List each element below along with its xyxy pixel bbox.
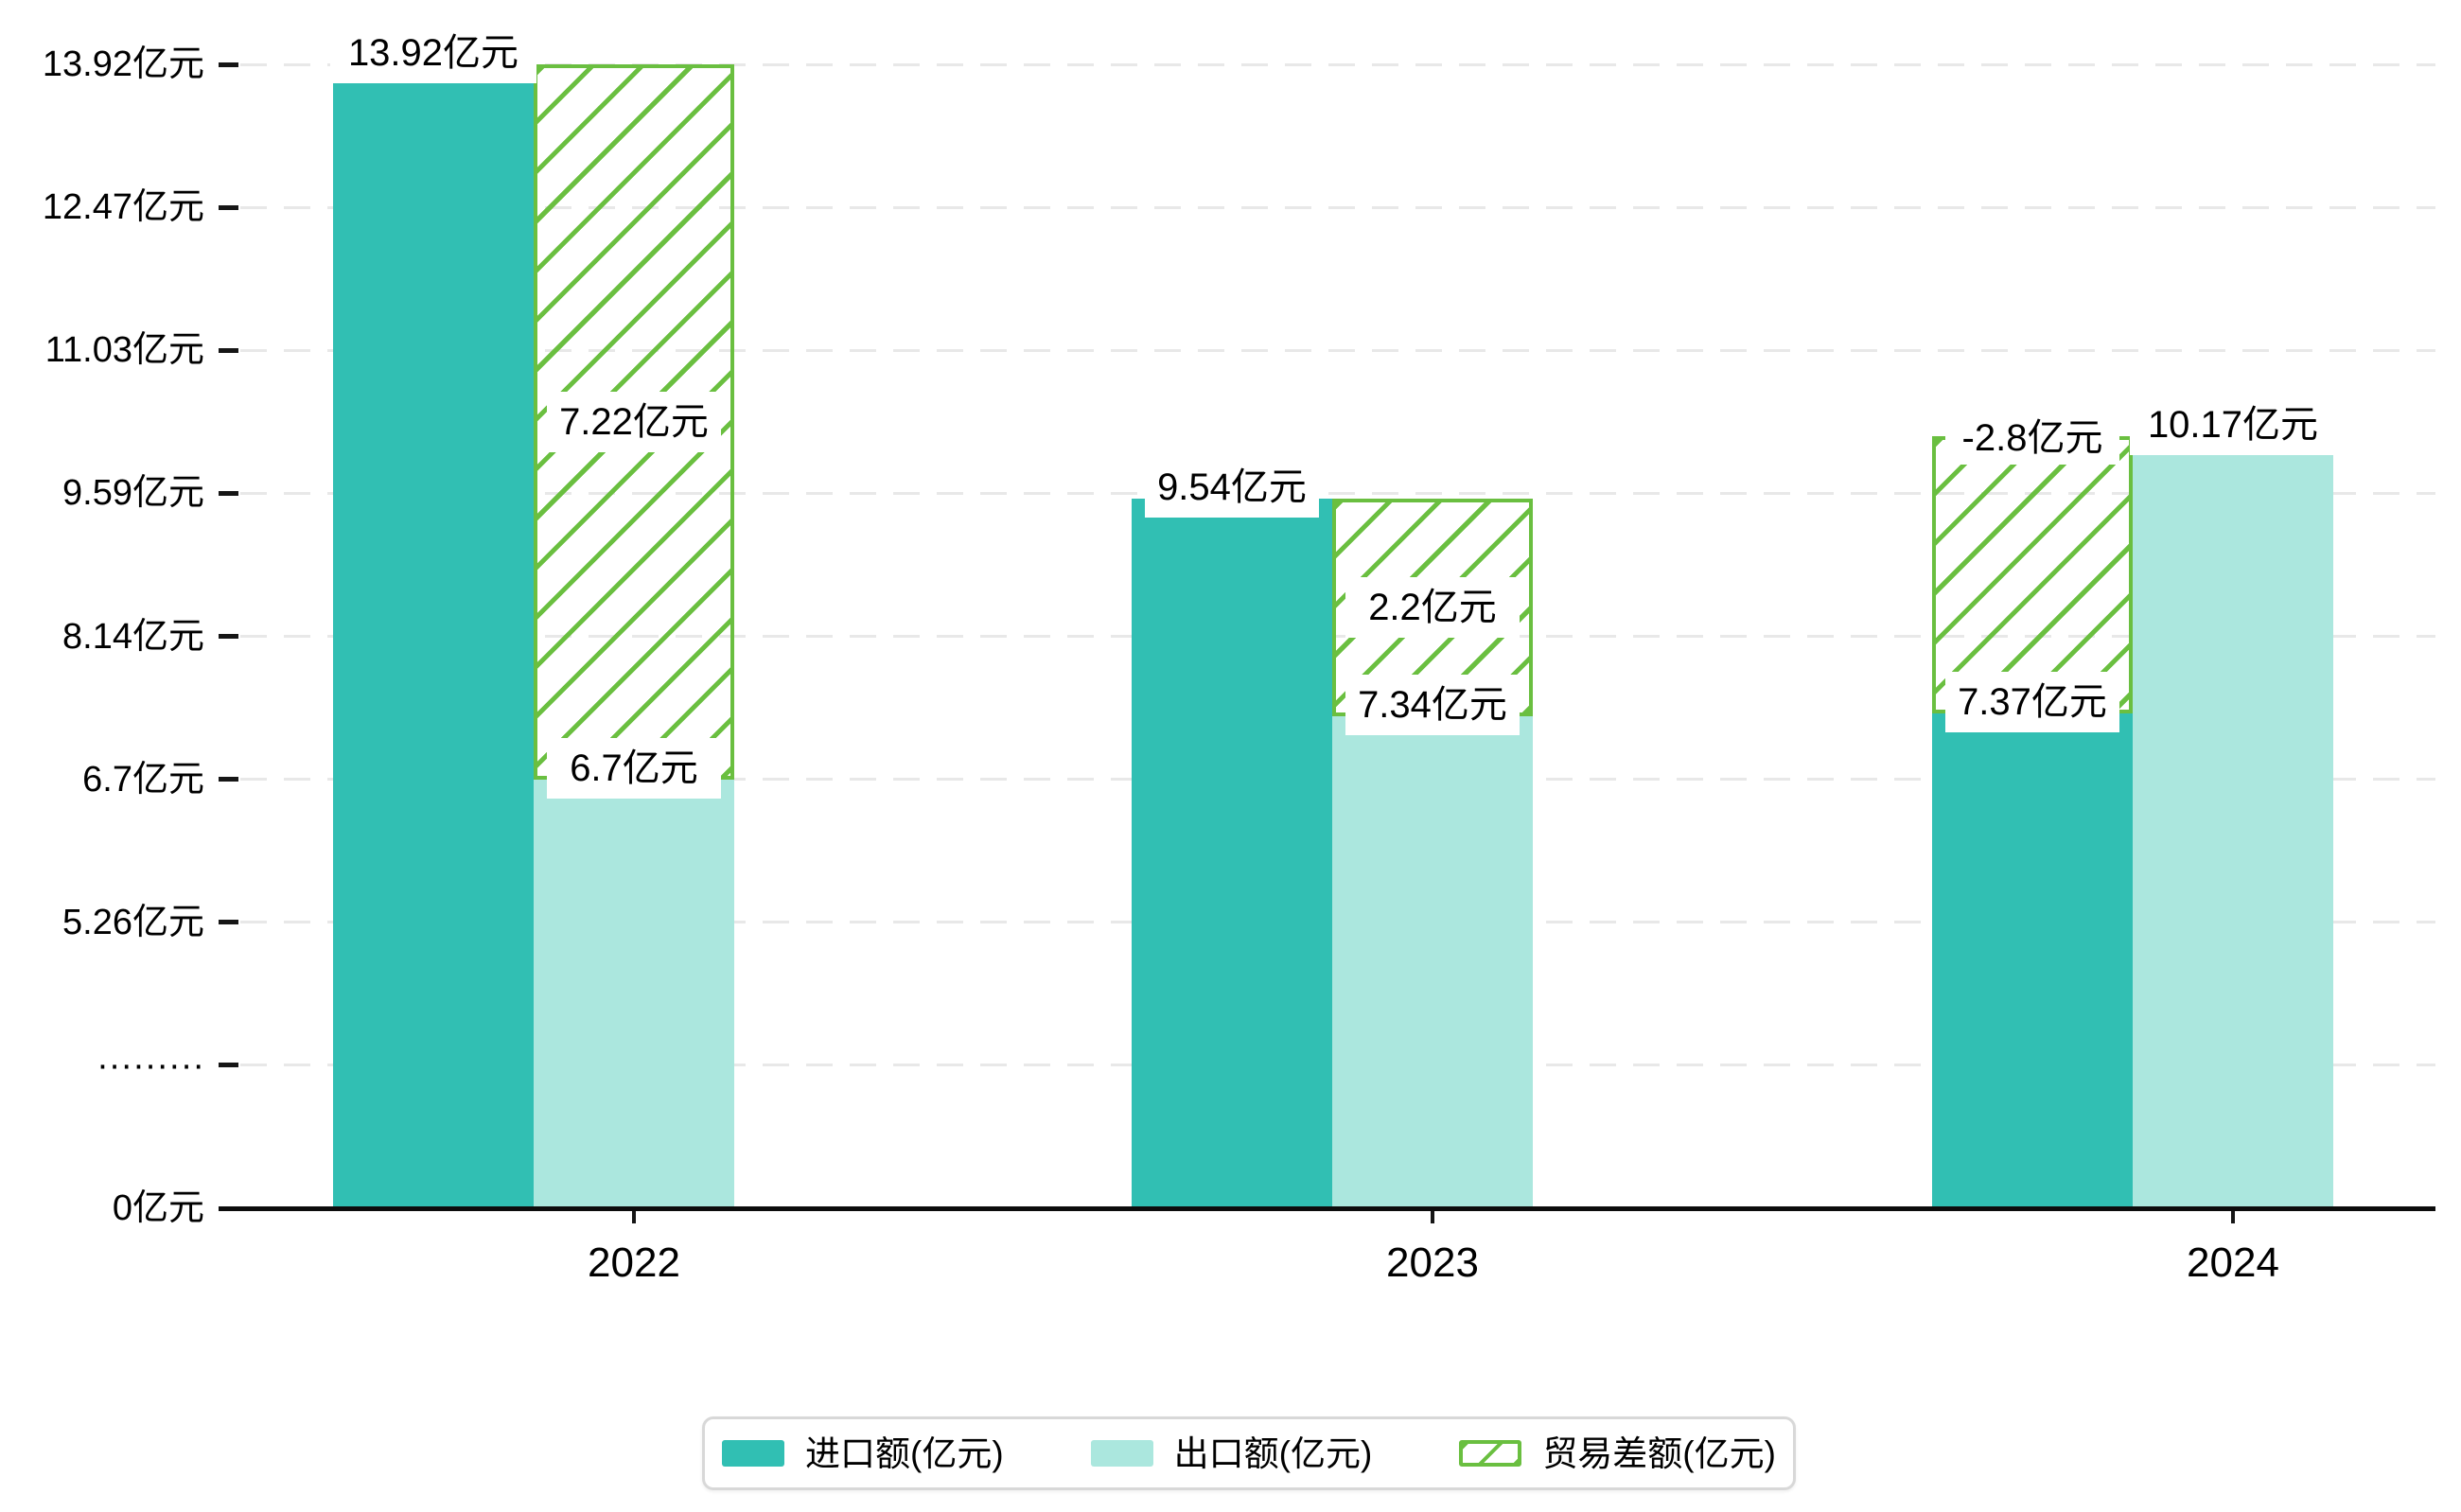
x-axis-line [219, 1206, 2435, 1211]
trade-balance-bar-2024[interactable] [1932, 435, 2133, 713]
y-tick-label: 11.03亿元 [44, 330, 204, 371]
y-tick-mark [219, 62, 238, 67]
y-tick-mark [219, 347, 238, 353]
y-gridline [240, 205, 2435, 209]
legend-label-trade-balance: 贸易差额(亿元) [1542, 1433, 1776, 1473]
y-tick-label: 6.7亿元 [82, 759, 204, 800]
value-label-trade-balance-2023: 2.2亿元 [1345, 576, 1520, 638]
legend-item-import[interactable]: 进口额(亿元) [722, 1436, 1004, 1471]
value-label-trade-balance-2022: 7.22亿元 [547, 391, 721, 452]
y-gridline [240, 491, 2435, 495]
value-label-import-2022: 13.92亿元 [330, 23, 536, 83]
y-tick-mark [219, 634, 238, 639]
x-tick-label-2024: 2024 [2187, 1239, 2279, 1286]
y-tick-mark [219, 777, 238, 782]
legend-item-trade-balance[interactable]: 贸易差额(亿元) [1459, 1436, 1776, 1471]
bar-export-2023[interactable] [1332, 715, 1533, 1208]
y-tick-label: 8.14亿元 [62, 616, 204, 657]
y-tick-mark [219, 204, 238, 210]
y-tick-mark [219, 920, 238, 925]
y-gridline [240, 348, 2435, 352]
y-tick-mark [219, 1063, 238, 1068]
bar-export-2022[interactable] [534, 779, 734, 1208]
x-tick-mark [1431, 1208, 1434, 1223]
value-label-export-2022: 6.7亿元 [547, 737, 721, 799]
x-tick-label-2023: 2023 [1386, 1239, 1479, 1286]
bar-import-2022[interactable] [333, 64, 534, 1208]
legend-label-import: 进口额(亿元) [805, 1433, 1004, 1473]
value-label-trade-balance-2024: -2.8亿元 [1945, 411, 2119, 465]
legend: 进口额(亿元) 出口额(亿元) 贸易差额(亿元) [702, 1416, 1796, 1490]
import-color-swatch [722, 1440, 784, 1467]
value-label-import-2023: 9.54亿元 [1145, 456, 1319, 518]
export-color-swatch [1090, 1440, 1153, 1467]
value-label-export-2024: 10.17亿元 [2130, 394, 2336, 455]
trade-balance-hatch-swatch [1459, 1440, 1522, 1467]
y-tick-label: 12.47亿元 [42, 187, 204, 228]
bar-export-2024[interactable] [2133, 435, 2333, 1208]
y-tick-label: 13.92亿元 [42, 44, 204, 84]
legend-label-export: 出口额(亿元) [1173, 1433, 1373, 1473]
x-tick-mark [632, 1208, 636, 1223]
x-tick-label-2022: 2022 [588, 1239, 680, 1286]
y-tick-label: 9.59亿元 [62, 473, 204, 514]
legend-item-export[interactable]: 出口额(亿元) [1090, 1433, 1373, 1473]
x-tick-mark [2231, 1208, 2235, 1223]
y-tick-label: ········· [97, 1045, 204, 1085]
value-label-import-2024: 7.37亿元 [1945, 671, 2119, 732]
value-label-export-2023: 7.34亿元 [1345, 674, 1520, 735]
bar-import-2023[interactable] [1132, 498, 1332, 1208]
y-tick-mark [219, 490, 238, 496]
y-tick-label: 5.26亿元 [62, 902, 204, 942]
bar-import-2024[interactable] [1932, 712, 2133, 1208]
y-tick-label: 0亿元 [112, 1188, 204, 1228]
y-gridline [240, 62, 2435, 66]
